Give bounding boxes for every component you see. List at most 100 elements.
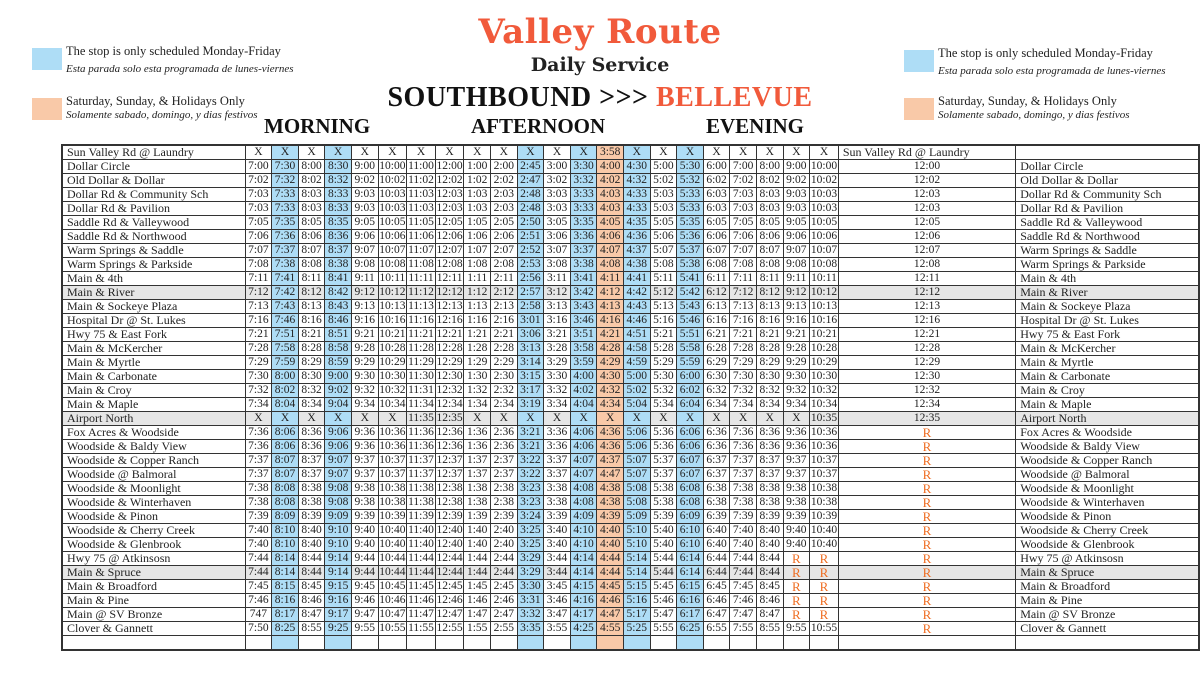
time-cell: 11:31 <box>406 383 436 398</box>
time-cell: 5:12 <box>649 285 678 300</box>
stop-name-right: Main & Spruce <box>1015 565 1200 580</box>
time-cell: 9:10 <box>324 523 352 538</box>
time-cell: 8:02 <box>755 173 784 188</box>
time-cell: 12:02 <box>837 173 1017 188</box>
time-cell: 4:00 <box>596 159 624 174</box>
stop-name: Dollar Rd & Pavilion <box>61 201 246 216</box>
time-cell: 8:11 <box>297 271 326 286</box>
time-cell: 4:44 <box>596 551 624 566</box>
time-cell: 2:36 <box>490 425 518 440</box>
time-cell: 11:47 <box>406 607 436 622</box>
time-cell: X <box>702 144 731 160</box>
stop-name-right: Woodside & Pinon <box>1015 509 1200 524</box>
time-cell: 6:02 <box>702 173 731 188</box>
time-cell: 5:10 <box>622 523 651 538</box>
time-cell: 8:30 <box>755 369 784 384</box>
time-cell: 8:11 <box>755 271 784 286</box>
time-cell: 4:28 <box>596 341 624 356</box>
time-cell: 12:46 <box>434 593 465 608</box>
time-cell: 10:47 <box>377 607 408 622</box>
time-cell: 12:28 <box>837 341 1017 356</box>
time-cell: 10:03 <box>809 201 839 216</box>
table-row: Main & Carbonate 7:30 8:00 8:30 9:00 9:30 10:3… <box>61 369 1200 384</box>
time-cell: 7:02 <box>244 173 273 188</box>
time-cell: 10:29 <box>809 355 839 370</box>
time-cell: 7:33 <box>271 201 299 216</box>
time-cell: 3:19 <box>516 397 545 412</box>
stop-name: Hospital Dr @ St. Lukes <box>61 313 246 328</box>
time-cell: 8:39 <box>755 509 784 524</box>
time-cell: 8:10 <box>271 523 299 538</box>
time-cell: 8:38 <box>755 481 784 496</box>
time-cell: 11:12 <box>406 285 436 300</box>
stop-name-right: Warm Springs & Parkside <box>1015 257 1200 272</box>
time-cell: 11:37 <box>406 453 436 468</box>
time-cell: 5:08 <box>622 495 651 510</box>
time-cell: 5:02 <box>649 173 678 188</box>
time-cell: 1:11 <box>463 271 492 286</box>
time-cell: 7:37 <box>729 467 757 482</box>
time-cell: 11:05 <box>406 215 436 230</box>
table-row: Main & River 7:12 7:42 8:12 8:42 9:12 10:12 11:… <box>61 285 1200 300</box>
time-cell: 2:39 <box>490 509 518 524</box>
time-cell: 7:36 <box>729 439 757 454</box>
time-cell: 5:44 <box>649 565 678 580</box>
time-cell: 9:37 <box>782 467 811 482</box>
time-cell: 8:25 <box>271 621 299 636</box>
time-cell: 10:05 <box>809 215 839 230</box>
time-cell: X <box>729 411 757 426</box>
time-cell: 3:39 <box>543 509 571 524</box>
time-cell: 12:12 <box>434 285 465 300</box>
time-cell <box>463 635 492 651</box>
table-row: Main & Pine 7:46 8:16 8:46 9:16 9:46 10:46 11:4… <box>61 593 1200 608</box>
stop-name-right: Airport North <box>1015 411 1200 426</box>
time-cell: 11:07 <box>406 243 436 258</box>
time-cell: 8:16 <box>297 313 326 328</box>
time-cell: 4:45 <box>596 579 624 594</box>
time-cell: 9:39 <box>782 509 811 524</box>
time-cell: 3:23 <box>516 495 545 510</box>
time-cell: 8:38 <box>297 495 326 510</box>
time-cell: 7:05 <box>729 215 757 230</box>
time-cell: 9:55 <box>782 621 811 636</box>
time-cell: 2:30 <box>490 369 518 384</box>
time-cell: 4:06 <box>569 439 598 454</box>
time-cell: 11:37 <box>406 467 436 482</box>
time-cell: 7:16 <box>729 313 757 328</box>
time-cell: 1:28 <box>463 341 492 356</box>
time-cell <box>782 635 811 651</box>
stop-name-right: Woodside & Cherry Creek <box>1015 523 1200 538</box>
request-stop-cell: R <box>809 607 839 622</box>
stop-name: Saddle Rd & Valleywood <box>61 215 246 230</box>
request-stop-cell: R <box>837 481 1017 496</box>
time-cell: 8:58 <box>324 341 352 356</box>
time-cell: 10:40 <box>377 523 408 538</box>
request-stop-cell: R <box>809 565 839 580</box>
time-cell: 7:44 <box>244 551 273 566</box>
time-cell: 7:21 <box>729 327 757 342</box>
stop-name-right: Hospital Dr @ St. Lukes <box>1015 313 1200 328</box>
time-cell: 9:38 <box>782 481 811 496</box>
time-cell: 2:21 <box>490 327 518 342</box>
time-cell: X <box>676 411 704 426</box>
time-cell: 4:47 <box>596 467 624 482</box>
time-cell: 3:24 <box>516 509 545 524</box>
time-cell: 8:40 <box>297 523 326 538</box>
time-cell: 11:40 <box>406 523 436 538</box>
time-cell: 7:13 <box>244 299 273 314</box>
time-cell: 7:32 <box>729 383 757 398</box>
time-cell: 7:36 <box>244 439 273 454</box>
time-cell: 4:08 <box>596 257 624 272</box>
table-row: Main & Broadford 7:45 8:15 8:45 9:15 9:45 10:4… <box>61 579 1200 594</box>
time-cell: 2:53 <box>516 257 545 272</box>
time-cell: 11:08 <box>406 257 436 272</box>
time-cell: X <box>463 144 492 160</box>
request-stop-cell: R <box>837 551 1017 566</box>
time-cell: 10:37 <box>377 467 408 482</box>
time-cell: 10:44 <box>377 551 408 566</box>
time-cell: 7:30 <box>244 369 273 384</box>
time-cell <box>434 635 465 651</box>
time-cell: 12:11 <box>434 271 465 286</box>
stop-name-right: Main & McKercher <box>1015 341 1200 356</box>
time-cell: 8:36 <box>755 425 784 440</box>
